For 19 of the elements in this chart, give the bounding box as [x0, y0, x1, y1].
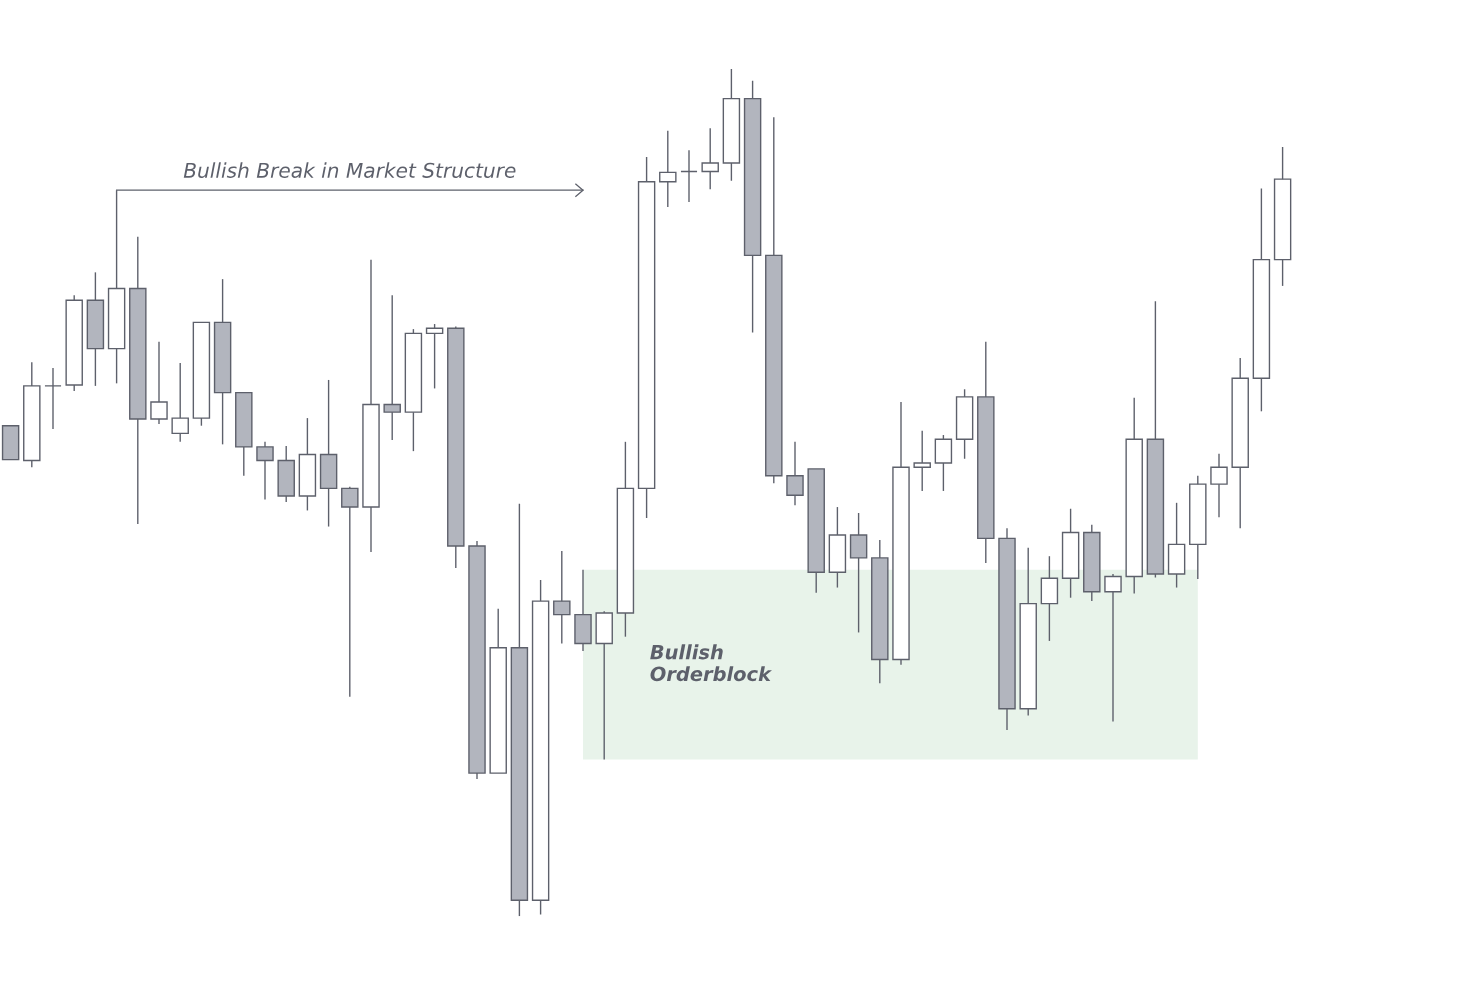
candlestick	[256, 441, 274, 501]
candlestick	[44, 367, 62, 430]
candlestick	[553, 550, 571, 645]
candlestick	[171, 362, 189, 443]
candlestick	[680, 149, 698, 203]
band-label: Bullish Orderblock	[650, 644, 772, 682]
candlestick	[425, 323, 444, 390]
candlestick	[383, 294, 401, 441]
candlestick	[934, 434, 953, 492]
candlestick	[849, 512, 868, 634]
candlestick	[150, 341, 168, 425]
ref-line-label: Bullish Break in Market Structure	[183, 162, 516, 178]
candlestick	[913, 430, 931, 492]
candlestick	[659, 130, 677, 208]
candlestick	[786, 441, 804, 507]
candlestick	[1210, 452, 1228, 518]
candlestick	[341, 486, 359, 698]
candlestick	[1104, 573, 1122, 723]
candlestick	[701, 127, 719, 191]
